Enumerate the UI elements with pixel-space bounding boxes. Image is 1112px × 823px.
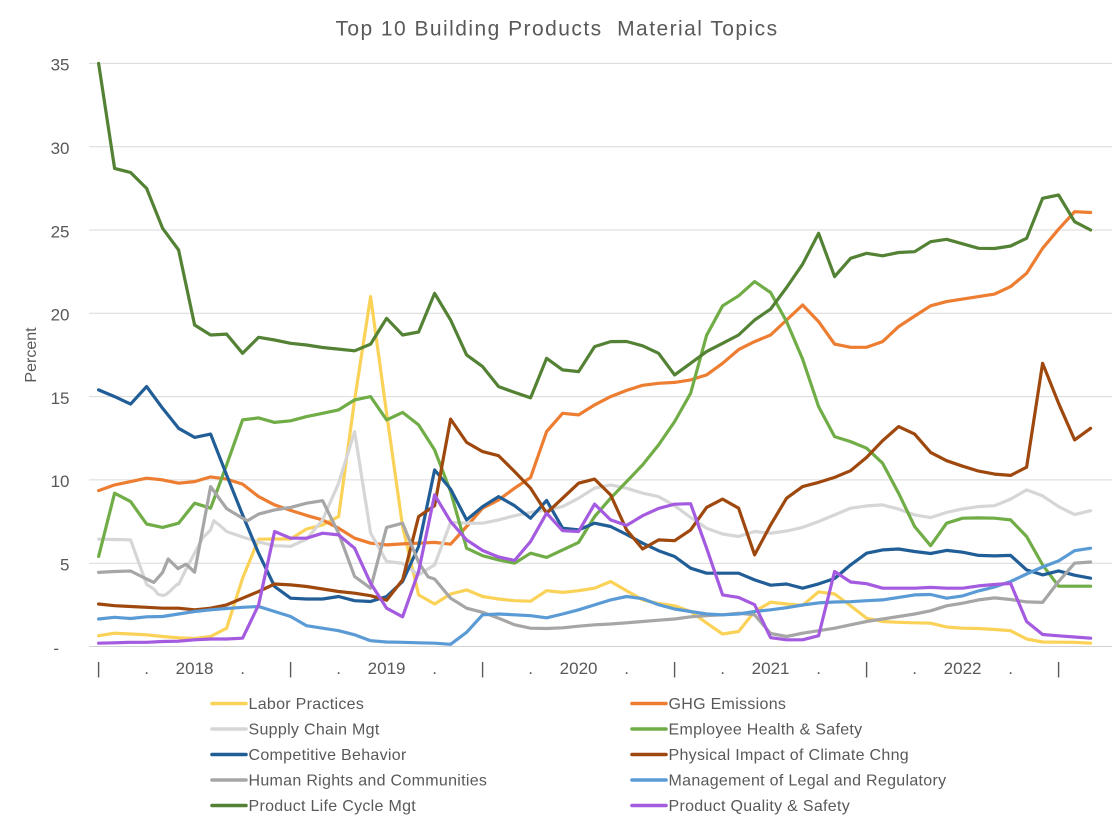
svg-text:2021: 2021 (752, 659, 790, 678)
svg-text:Competitive Behavior: Competitive Behavior (249, 747, 407, 764)
svg-text:-: - (53, 639, 59, 658)
svg-text:.: . (528, 659, 533, 678)
svg-text:.: . (432, 659, 437, 678)
svg-text:Product Life Cycle Mgt: Product Life Cycle Mgt (249, 798, 417, 815)
svg-text:2020: 2020 (560, 659, 598, 678)
svg-text:.: . (816, 659, 821, 678)
svg-text:10: 10 (51, 472, 70, 491)
svg-text:25: 25 (51, 222, 70, 241)
svg-text:2022: 2022 (944, 659, 982, 678)
svg-text:GHG Emissions: GHG Emissions (669, 696, 787, 713)
svg-text:.: . (912, 659, 917, 678)
svg-text:2018: 2018 (176, 659, 214, 678)
svg-text:35: 35 (51, 56, 70, 75)
svg-text:|: | (864, 659, 868, 678)
svg-text:Employee Health & Safety: Employee Health & Safety (669, 722, 863, 739)
svg-text:|: | (672, 659, 676, 678)
svg-text:|: | (288, 659, 292, 678)
svg-text:.: . (144, 659, 149, 678)
svg-text:5: 5 (60, 556, 69, 575)
svg-text:Physical Impact of Climate Chn: Physical Impact of Climate Chng (669, 747, 910, 764)
svg-text:20: 20 (51, 306, 70, 325)
svg-text:Human Rights and Communities: Human Rights and Communities (249, 773, 488, 790)
svg-text:Management of Legal and Regula: Management of Legal and Regulatory (669, 773, 947, 790)
svg-text:|: | (480, 659, 484, 678)
svg-text:.: . (240, 659, 245, 678)
svg-text:Supply Chain Mgt: Supply Chain Mgt (249, 722, 380, 739)
svg-text:Percent: Percent (23, 327, 40, 383)
svg-text:.: . (624, 659, 629, 678)
svg-text:2019: 2019 (368, 659, 406, 678)
svg-text:Product Quality & Safety: Product Quality & Safety (669, 798, 851, 815)
svg-text:.: . (336, 659, 341, 678)
svg-text:|: | (96, 659, 100, 678)
svg-text:.: . (1008, 659, 1013, 678)
svg-text:Top 10 Building Products Mate: Top 10 Building Products Material Topics (335, 18, 778, 41)
svg-text:30: 30 (51, 139, 70, 158)
svg-text:.: . (720, 659, 725, 678)
svg-text:15: 15 (51, 389, 70, 408)
svg-text:Labor Practices: Labor Practices (249, 696, 365, 713)
svg-text:|: | (1056, 659, 1060, 678)
